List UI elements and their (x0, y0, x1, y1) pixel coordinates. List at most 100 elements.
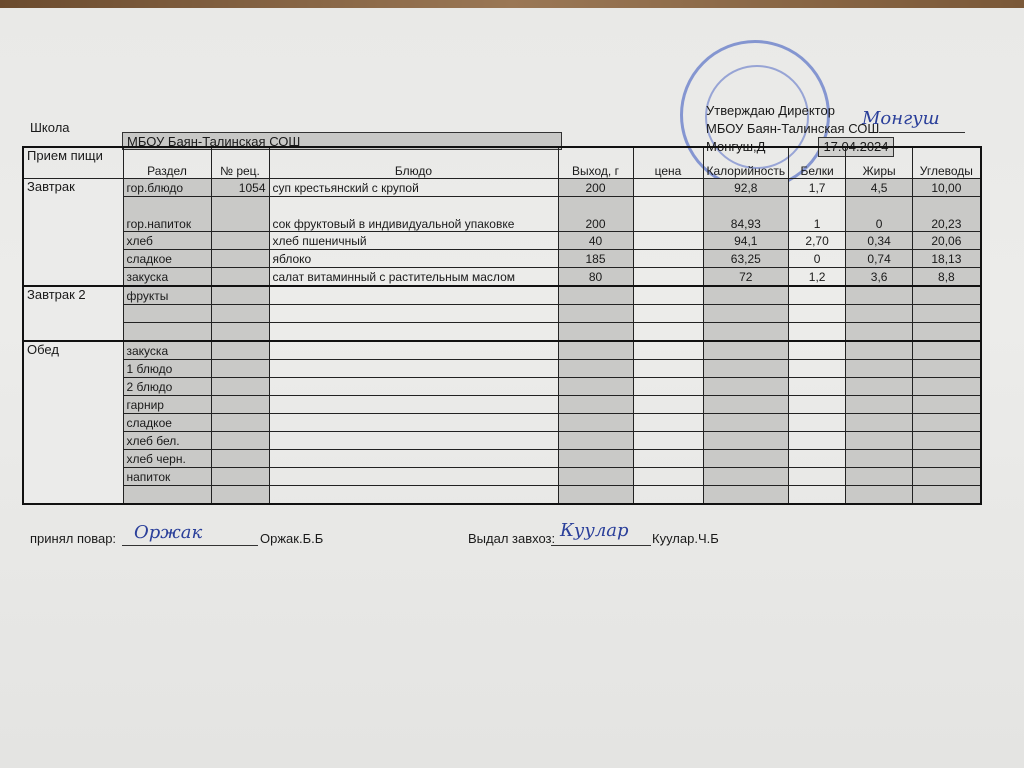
cell-carbs (912, 449, 982, 468)
column-header: Блюдо (268, 146, 559, 179)
cell-yield (557, 449, 634, 468)
cell-protein (788, 413, 847, 432)
cell-recipe (210, 285, 270, 305)
cell-fat (845, 449, 914, 468)
cell-recipe (210, 359, 270, 378)
cell-fat (845, 485, 914, 505)
cook-label: принял повар: (30, 531, 117, 546)
cell-fat: 0 (845, 196, 914, 232)
cell-recipe (210, 196, 270, 232)
cell-section: 2 блюдо (122, 377, 212, 396)
cell-carbs (912, 322, 982, 342)
cell-price (632, 413, 704, 432)
cook-signature: Оржак (134, 522, 203, 543)
cell-dish (268, 322, 559, 342)
table-row: закуска салат витаминный с растительным м… (23, 267, 982, 287)
storekeeper-signature: Куулар (560, 520, 629, 541)
cell-yield: 185 (557, 249, 634, 268)
cell-fat (845, 322, 914, 342)
cell-carbs (912, 285, 982, 305)
storekeeper-label: Выдал завхоз: (468, 531, 556, 546)
cell-dish (268, 377, 559, 396)
cell-protein (788, 467, 847, 486)
cell-yield (557, 285, 634, 305)
director-signature: Монгуш (862, 108, 940, 129)
cell-yield (557, 377, 634, 396)
cell-kcal (702, 304, 790, 323)
cell-section: закуска (122, 340, 212, 360)
cell-price (632, 395, 704, 414)
cell-section: 1 блюдо (122, 359, 212, 378)
school-label: Школа (30, 120, 70, 135)
table-row: Обед закуска (22, 340, 982, 505)
table-row: хлеб хлеб пшеничный 40 94,1 2,70 0,34 20,06 (23, 231, 982, 250)
cell-price (632, 322, 704, 342)
cook-name: Оржак.Б.Б (260, 531, 324, 546)
cell-price (632, 178, 704, 197)
cell-recipe (210, 395, 270, 414)
cell-yield (557, 431, 634, 450)
cell-price (632, 485, 704, 505)
cell-yield: 80 (557, 267, 634, 287)
cell-recipe (210, 431, 270, 450)
cell-fat (845, 377, 914, 396)
column-header: Раздел (122, 146, 212, 179)
cell-price (632, 359, 704, 378)
cell-recipe (210, 377, 270, 396)
cell-section: фрукты (122, 285, 212, 305)
cell-protein: 2,70 (788, 231, 847, 250)
cell-kcal (702, 485, 790, 505)
cell-dish (268, 431, 559, 450)
cell-section: напиток (122, 467, 212, 486)
table-row: 2 блюдо (23, 377, 982, 396)
cell-protein (788, 322, 847, 342)
cell-kcal (702, 467, 790, 486)
cell-protein (788, 485, 847, 505)
cell-fat (845, 340, 914, 360)
meal-name: Завтрак (22, 178, 124, 287)
table-row: напиток (23, 467, 982, 486)
cell-carbs (912, 340, 982, 360)
cell-kcal (702, 340, 790, 360)
cell-protein: 1,7 (788, 178, 847, 197)
cell-kcal (702, 359, 790, 378)
cell-price (632, 340, 704, 360)
cell-kcal: 63,25 (702, 249, 790, 268)
cell-dish (268, 467, 559, 486)
cell-dish (268, 395, 559, 414)
cell-fat: 0,34 (845, 231, 914, 250)
cell-yield: 40 (557, 231, 634, 250)
cell-kcal (702, 449, 790, 468)
cell-price (632, 285, 704, 305)
table-row (23, 304, 982, 323)
cell-recipe (210, 322, 270, 342)
cell-fat (845, 431, 914, 450)
table-row (23, 485, 982, 505)
cell-dish (268, 304, 559, 323)
column-header: Белки (788, 146, 847, 179)
cell-kcal (702, 413, 790, 432)
cell-kcal (702, 431, 790, 450)
cell-carbs: 10,00 (912, 178, 982, 197)
cell-carbs: 18,13 (912, 249, 982, 268)
table-row: сладкое яблоко 185 63,25 0 0,74 18,13 (23, 249, 982, 268)
cell-protein (788, 377, 847, 396)
cell-price (632, 377, 704, 396)
cell-carbs (912, 413, 982, 432)
cell-price (632, 249, 704, 268)
table-row: гор.напиток сок фруктовый в индивидуальн… (23, 196, 982, 232)
cell-section (122, 304, 212, 323)
cell-dish (268, 413, 559, 432)
cell-carbs (912, 395, 982, 414)
table-row: хлеб черн. (23, 449, 982, 468)
cell-protein (788, 395, 847, 414)
cell-section (122, 485, 212, 505)
cell-yield: 200 (557, 178, 634, 197)
cell-fat (845, 359, 914, 378)
cell-protein: 0 (788, 249, 847, 268)
cell-kcal: 94,1 (702, 231, 790, 250)
cell-yield: 200 (557, 196, 634, 232)
cell-dish: салат витаминный с растительным маслом (268, 267, 559, 287)
approval-line-1: Утверждаю Директор (706, 103, 835, 118)
cell-fat: 0,74 (845, 249, 914, 268)
